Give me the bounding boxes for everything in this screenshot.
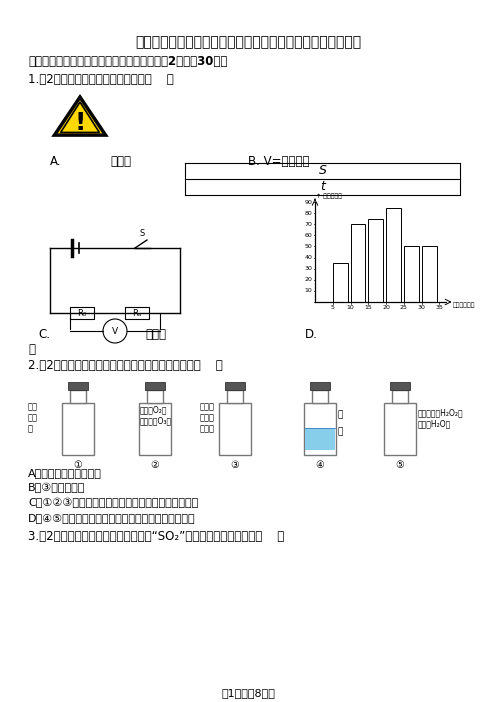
Bar (145, 382, 165, 390)
Text: ↑ 数量（条）: ↑ 数量（条） (316, 194, 342, 199)
Text: A.: A. (50, 155, 62, 168)
Text: ④: ④ (315, 460, 324, 470)
Text: Rₐ: Rₐ (132, 308, 142, 317)
Text: 警示牌: 警示牌 (110, 155, 131, 168)
Text: 35: 35 (435, 305, 443, 310)
Bar (147, 390, 163, 403)
Text: 25: 25 (400, 305, 408, 310)
Bar (392, 390, 408, 403)
Text: 80: 80 (305, 211, 312, 216)
Text: ⑤: ⑤ (396, 460, 404, 470)
Bar (70, 390, 86, 403)
Text: 2.（2分）有关如图所示的五种物质的说法正确的是（    ）: 2.（2分）有关如图所示的五种物质的说法正确的是（ ） (28, 359, 223, 372)
Text: C、①②③有相似之处：都超越了不同状态的同种物质: C、①②③有相似之处：都超越了不同状态的同种物质 (28, 498, 198, 508)
Text: 10: 10 (305, 289, 312, 293)
Text: 氧气（O₂）
和臭氧（O₃）: 氧气（O₂） 和臭氧（O₃） (140, 405, 172, 425)
Text: 二氧化
碳和一
氧化碳: 二氧化 碳和一 氧化碳 (200, 402, 215, 434)
Bar (62, 403, 94, 455)
Text: 40: 40 (305, 255, 312, 260)
Text: ②: ② (151, 460, 159, 470)
Text: 水: 水 (338, 428, 343, 437)
Text: R₀: R₀ (77, 308, 87, 317)
Bar (125, 307, 149, 319)
Text: ①: ① (73, 460, 82, 470)
Text: 过氧化氢（H₂O₂）
和水（H₂O）: 过氧化氢（H₂O₂） 和水（H₂O） (418, 408, 464, 428)
Bar (310, 382, 330, 390)
Text: 1.（2分）下列选项不属于模型的是（    ）: 1.（2分）下列选项不属于模型的是（ ） (28, 73, 174, 86)
Text: 浙江省嘉兴市秀洲区高照实验学校八年级（下）期中化学试卷: 浙江省嘉兴市秀洲区高照实验学校八年级（下）期中化学试卷 (135, 35, 361, 49)
Text: 10: 10 (347, 305, 355, 310)
Text: 电路图: 电路图 (145, 328, 166, 341)
Text: B. V=速度公式: B. V=速度公式 (248, 155, 310, 168)
Bar (351, 224, 366, 302)
Bar (404, 246, 419, 302)
Bar (333, 263, 348, 302)
Text: ③: ③ (231, 460, 240, 470)
Text: 20: 20 (305, 277, 312, 282)
Bar (305, 428, 335, 450)
Text: A、五种物质都是混合物: A、五种物质都是混合物 (28, 468, 102, 478)
Text: 60: 60 (305, 233, 312, 238)
Bar (219, 403, 251, 455)
Text: D、④⑤有相似之处：元素种类相同，但分子构成不同: D、④⑤有相似之处：元素种类相同，但分子构成不同 (28, 513, 195, 523)
Polygon shape (55, 97, 106, 135)
Circle shape (103, 319, 127, 343)
Text: 15: 15 (365, 305, 372, 310)
Bar (384, 403, 416, 455)
Bar (304, 403, 336, 455)
Text: 70: 70 (305, 222, 312, 227)
Text: 数量分布柱状: 数量分布柱状 (453, 302, 475, 307)
Bar (139, 403, 171, 455)
Text: 50: 50 (305, 244, 312, 249)
Bar (312, 390, 328, 403)
Text: D.: D. (305, 328, 318, 341)
Text: 氢气
和液
氢: 氢气 和液 氢 (28, 402, 38, 434)
Text: 5: 5 (331, 305, 335, 310)
Text: 水: 水 (338, 411, 343, 420)
Text: 一、选择题（每题只有一个合理答案，每小题2分，入30分）: 一、选择题（每题只有一个合理答案，每小题2分，入30分） (28, 55, 227, 68)
Bar (225, 382, 245, 390)
Text: V: V (112, 326, 118, 336)
Text: 90: 90 (305, 199, 312, 204)
Text: C.: C. (38, 328, 50, 341)
Bar (390, 382, 410, 390)
Text: 3.（2分）下列同学对二氧化硫化学式“SO₂”的认识中，不正确的是（    ）: 3.（2分）下列同学对二氧化硫化学式“SO₂”的认识中，不正确的是（ ） (28, 530, 284, 543)
Bar (70, 307, 94, 319)
Text: 图: 图 (28, 343, 35, 356)
Text: 30: 30 (305, 266, 312, 271)
Text: 第1页（兲8页）: 第1页（兲8页） (221, 688, 275, 698)
Bar (369, 218, 383, 302)
Bar (386, 208, 401, 302)
Bar (422, 246, 436, 302)
Text: S: S (318, 164, 326, 178)
Text: t: t (320, 180, 325, 194)
Text: !: ! (74, 111, 86, 135)
Text: 20: 20 (382, 305, 390, 310)
Bar (68, 382, 88, 390)
Bar (227, 390, 243, 403)
Text: 30: 30 (418, 305, 426, 310)
Text: B、③属于化合物: B、③属于化合物 (28, 483, 85, 494)
Text: S: S (139, 229, 145, 238)
